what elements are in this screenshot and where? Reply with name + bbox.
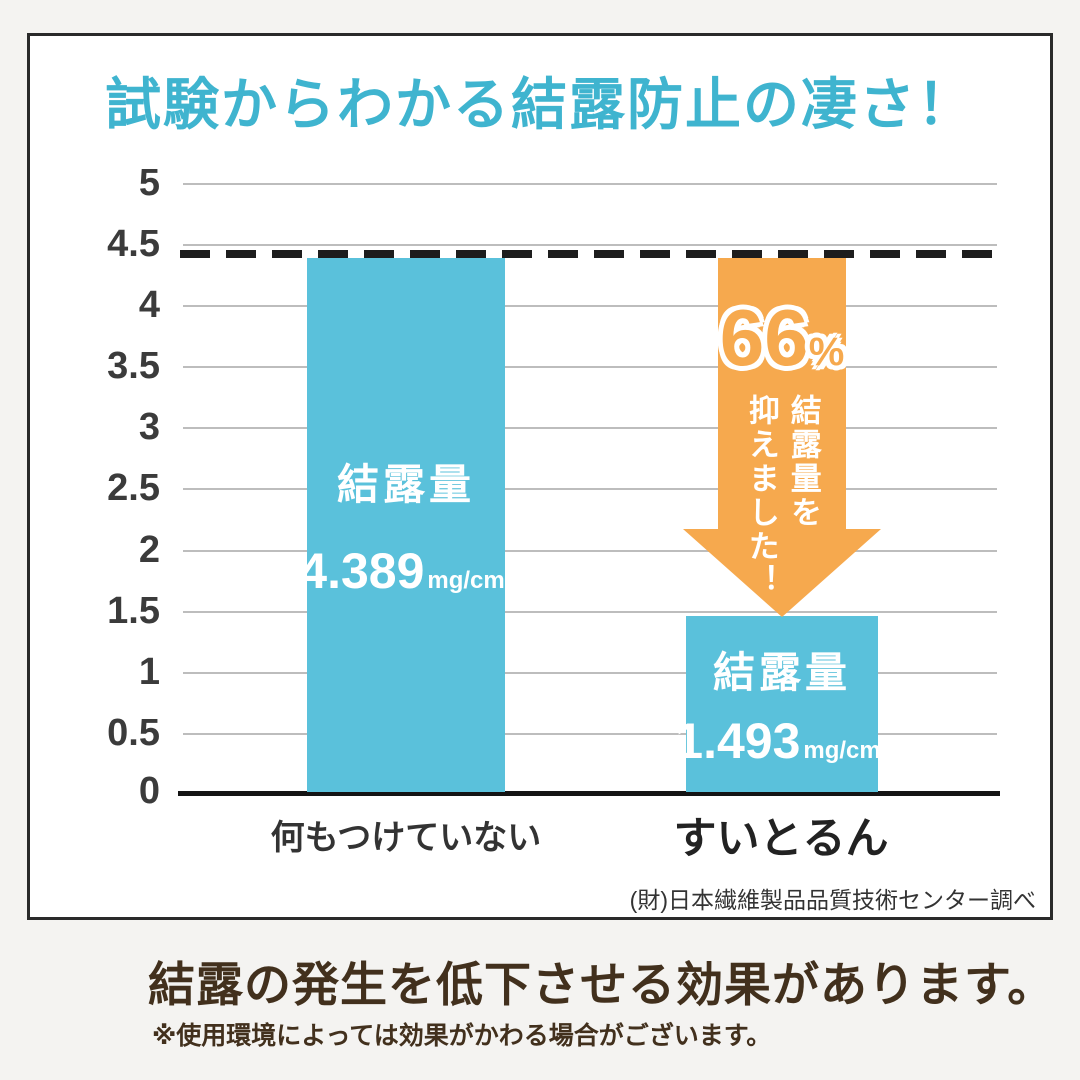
bar-label: 結露量 <box>712 648 851 696</box>
x-axis-label-suitorun: すいとるん <box>673 815 889 863</box>
y-axis-tick: 0 <box>138 770 160 812</box>
bar-value: 1.493 <box>675 712 801 769</box>
gridline <box>183 733 997 735</box>
bar-value: 4.389 <box>299 542 425 599</box>
bar-value-line: 4.389 mg/cm² <box>299 542 512 600</box>
gridline <box>183 488 997 490</box>
percent-number: 66 <box>719 293 809 382</box>
x-axis-label-untreated: 何もつけていない <box>270 819 542 857</box>
footer-heading: 結露の発生を低下させる効果があります。 <box>148 958 1056 1011</box>
bar-suitorun: 結露量 1.493 mg/cm² <box>675 616 889 792</box>
gridline <box>183 366 997 368</box>
percent-sign: % <box>808 330 845 374</box>
down-arrow-body <box>718 258 846 530</box>
y-axis-tick: 4.5 <box>107 223 160 265</box>
reduction-caption-line2: 抑えました！ <box>743 394 779 598</box>
bar-unit: mg/cm² <box>427 566 513 594</box>
gridline <box>183 611 997 613</box>
reduction-caption: 結露量を 抑えました！ <box>740 394 824 624</box>
reduction-caption-line1: 結露量を <box>785 394 821 530</box>
data-source-credit: (財)日本繊維製品品質技術センター調べ <box>629 887 1036 913</box>
bar-value-line: 1.493 mg/cm² <box>675 712 888 770</box>
chart-card: 試験からわかる結露防止の凄さ！ 5 4.5 4 3.5 3 2.5 2 1.5 … <box>27 33 1053 920</box>
gridline <box>183 183 997 185</box>
reduction-percent: 66% <box>683 292 881 384</box>
down-arrow-head-icon <box>683 529 881 617</box>
gridline <box>183 244 997 246</box>
gridline <box>183 427 997 429</box>
reference-dashed-line <box>180 250 1000 258</box>
y-axis-tick: 3 <box>138 406 160 448</box>
gridline <box>183 305 997 307</box>
chart-title: 試験からわかる結露防止の凄さ！ <box>105 73 975 136</box>
gridline <box>183 550 997 552</box>
y-axis-tick: 1.5 <box>107 590 160 632</box>
bar-label: 結露量 <box>336 460 475 508</box>
bar-unit: mg/cm² <box>803 736 889 764</box>
footer-disclaimer-note: ※使用環境によっては効果がかわる場合がございます。 <box>152 1022 772 1050</box>
y-axis-tick: 5 <box>138 162 160 204</box>
y-axis-tick: 2 <box>138 529 160 571</box>
gridline <box>183 672 997 674</box>
y-axis-tick: 2.5 <box>107 467 160 509</box>
y-axis-tick: 1 <box>138 651 160 693</box>
y-axis-tick: 0.5 <box>107 712 160 754</box>
y-axis-tick: 3.5 <box>107 345 160 387</box>
y-axis-tick: 4 <box>138 284 160 326</box>
x-axis-baseline <box>178 791 1000 796</box>
bar-untreated: 結露量 4.389 mg/cm² <box>299 258 513 792</box>
